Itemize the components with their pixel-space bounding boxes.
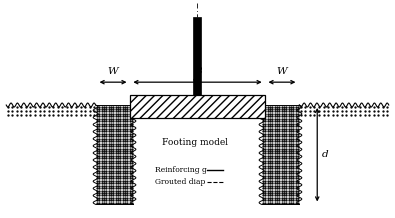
Text: Grouted diap: Grouted diap <box>155 177 206 186</box>
Bar <box>96 105 134 204</box>
Text: B: B <box>194 67 201 76</box>
Bar <box>261 105 299 204</box>
Text: W: W <box>108 67 118 76</box>
Text: W: W <box>276 67 287 76</box>
Text: Footing model: Footing model <box>162 138 228 147</box>
Bar <box>193 17 201 95</box>
Bar <box>130 95 265 118</box>
Text: Reinforcing g: Reinforcing g <box>155 166 207 174</box>
Text: d: d <box>322 150 329 159</box>
